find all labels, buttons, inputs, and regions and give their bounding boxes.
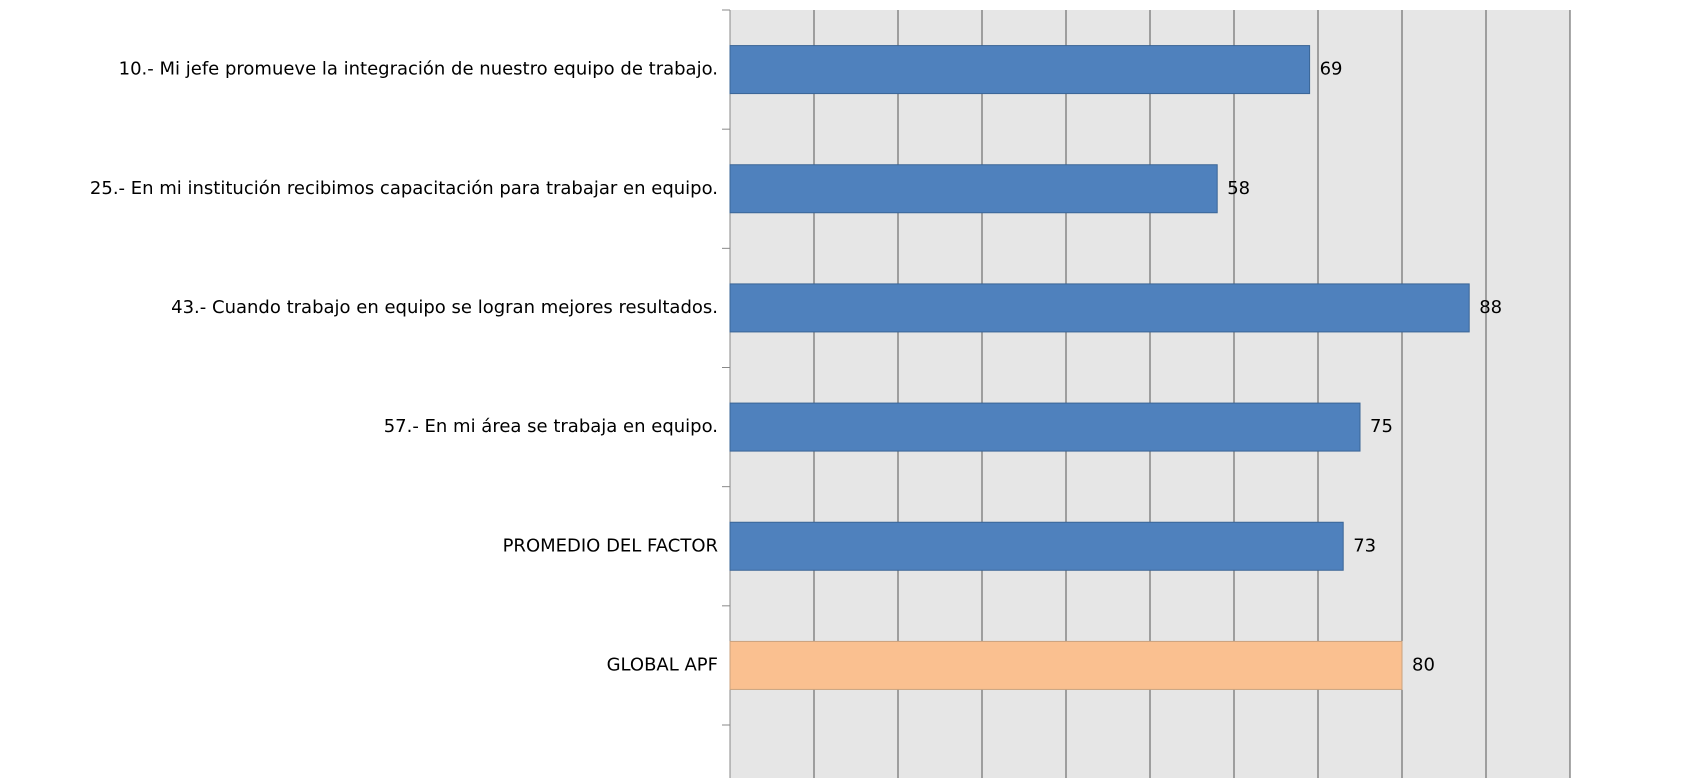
data-label: 58 [1227,178,1250,199]
bar [729,283,1470,333]
data-label: 73 [1353,535,1376,556]
y-tick-label: 43.- Cuando trabajo en equipo se logran … [171,297,718,318]
y-tick-label: 25.- En mi institución recibimos capacit… [90,178,718,199]
bar [729,402,1361,452]
data-label: 69 [1320,59,1343,80]
data-label: 80 [1412,654,1435,675]
y-tick-label: 10.- Mi jefe promueve la integración de … [119,59,718,80]
data-label: 88 [1479,297,1502,318]
bar [729,45,1311,95]
y-tick-label: PROMEDIO DEL FACTOR [503,535,718,556]
y-tick-label: GLOBAL APF [607,654,718,675]
bar [729,164,1218,214]
bar [729,640,1403,690]
bar [729,521,1344,571]
data-label: 75 [1370,416,1393,437]
y-tick-label: 57.- En mi área se trabaja en equipo. [384,416,718,437]
